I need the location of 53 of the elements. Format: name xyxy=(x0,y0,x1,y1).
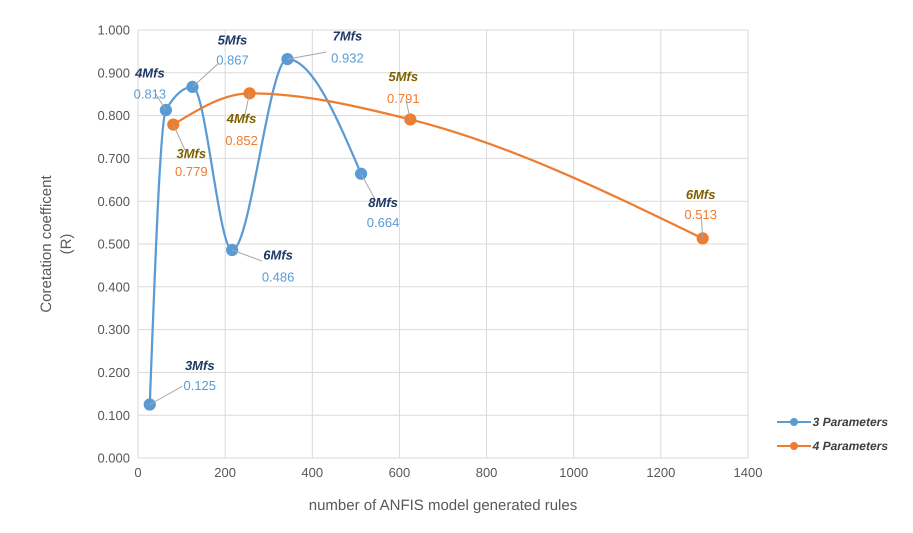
point xyxy=(144,398,156,411)
point xyxy=(243,87,256,100)
annotation: 3Mfs xyxy=(176,146,206,162)
y-tick-label: 0.700 xyxy=(97,151,130,166)
data-label: 0.852 xyxy=(225,132,258,148)
annotation: 5Mfs xyxy=(388,68,418,84)
data-label: 0.125 xyxy=(183,378,216,393)
y-tick-label: 0.100 xyxy=(97,408,130,423)
point xyxy=(696,232,709,245)
x-tick-label: 200 xyxy=(214,465,236,480)
annotation: 7Mfs xyxy=(332,28,362,44)
x-tick-label: 600 xyxy=(388,465,410,480)
annotation: 3Mfs xyxy=(184,358,215,373)
point xyxy=(226,244,238,256)
x-tick-label: 1200 xyxy=(646,465,676,480)
legend-label: 3 Parameters xyxy=(812,415,888,429)
data-label: 0.791 xyxy=(387,90,420,106)
point xyxy=(354,168,368,180)
data-label: 0.867 xyxy=(216,52,249,68)
data-label: 0.664 xyxy=(366,215,400,230)
y-tick-label: 0.200 xyxy=(97,365,130,380)
y-tick-label: 0.400 xyxy=(97,279,130,294)
y-tick-label: 0.500 xyxy=(97,236,130,252)
point xyxy=(404,113,416,126)
y-tick-label: 0.800 xyxy=(97,108,130,124)
x-tick-label: 1000 xyxy=(559,465,588,480)
y-tick-label: 1.000 xyxy=(97,22,130,38)
data-label: 0.932 xyxy=(331,50,364,66)
point xyxy=(160,104,172,116)
x-tick-label: 1400 xyxy=(734,465,762,480)
x-tick-label: 400 xyxy=(301,465,324,480)
annotation: 5Mfs xyxy=(218,32,248,48)
data-label: 0.513 xyxy=(684,206,717,222)
legend-label: 4 Parameters xyxy=(812,439,888,453)
annotation: 8Mfs xyxy=(368,195,398,210)
point xyxy=(281,52,294,66)
y-tick-label: 0.000 xyxy=(97,450,130,466)
y-tick-label: 0.600 xyxy=(97,194,130,209)
data-label: 0.486 xyxy=(262,269,294,284)
annotation: 6Mfs xyxy=(686,186,716,202)
data-label: 0.813 xyxy=(134,86,166,102)
point xyxy=(167,118,180,131)
point xyxy=(186,80,199,94)
x-tick-label: 800 xyxy=(476,465,498,480)
y-axis-title: Coretation coefficent (R) xyxy=(38,174,75,313)
annotation: 6Mfs xyxy=(263,247,293,262)
x-tick-label: 0 xyxy=(134,465,142,480)
annotation: 4Mfs xyxy=(226,110,256,126)
x-axis-title: number of ANFIS model generated rules xyxy=(308,497,578,514)
annotation: 4Mfs xyxy=(134,65,165,80)
data-label: 0.779 xyxy=(175,164,208,180)
y-tick-label: 0.300 xyxy=(97,322,130,338)
y-tick-label: 0.900 xyxy=(97,65,130,80)
